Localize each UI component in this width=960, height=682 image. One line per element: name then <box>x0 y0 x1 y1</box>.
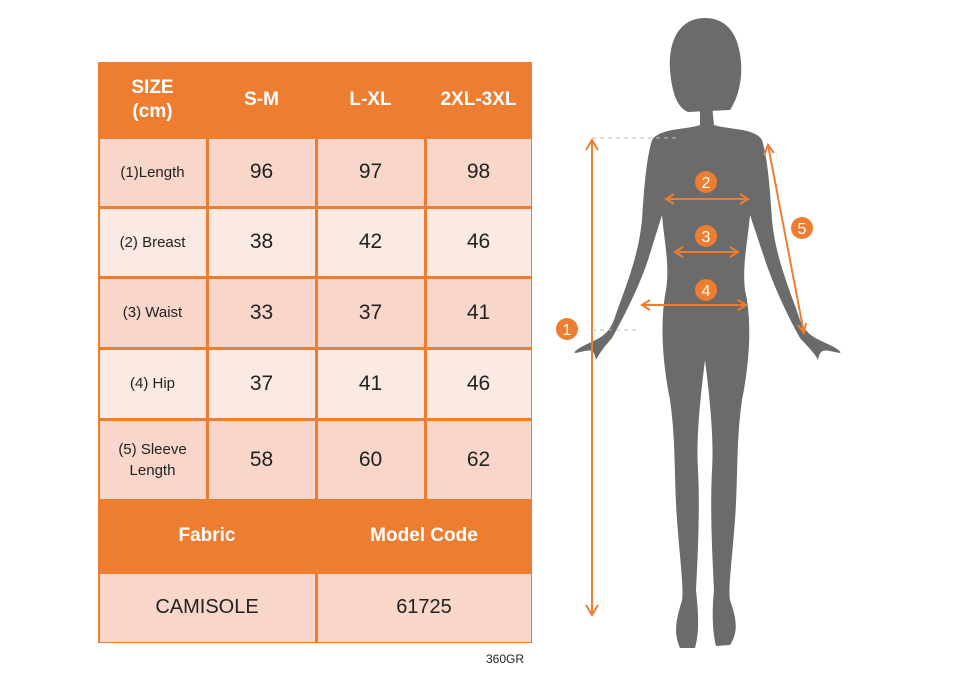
header-cell: L-XL <box>318 64 424 136</box>
value-cell-text: 60 <box>358 447 383 471</box>
value-cell-text: 37 <box>358 300 383 324</box>
measure-markers: 1 2 3 4 5 <box>556 171 813 340</box>
marker-label: 3 <box>702 229 711 246</box>
row-label-text: (3) Waist <box>122 304 183 321</box>
header-cell-text: 2XL-3XL <box>440 88 517 110</box>
model-code-header-text: Model Code <box>370 525 478 546</box>
model-code-value-text: 61725 <box>396 596 452 618</box>
fabric-header-text: Fabric <box>178 525 236 546</box>
size-chart-table: SIZE (cm) S-M L-XL 2XL-3XL (1)Length 96 97 98 (2… <box>98 62 532 643</box>
row-label: (5) Sleeve Length <box>99 420 206 499</box>
value-cell-text: 98 <box>466 160 491 183</box>
header-cell-text: L-XL <box>349 88 392 110</box>
value-cell-text: 37 <box>249 371 274 395</box>
value-cell: 41 <box>426 278 531 347</box>
measure-lines <box>585 137 807 617</box>
value-cell: 37 <box>208 349 315 418</box>
marker-label: 2 <box>702 175 711 192</box>
marker-label: 1 <box>563 322 572 339</box>
marker-2: 2 <box>695 171 717 193</box>
value-cell-text: 97 <box>358 160 383 183</box>
header-cell: 2XL-3XL <box>427 64 531 136</box>
value-cell-text: 46 <box>466 371 491 395</box>
model-code-header: Model Code <box>318 502 531 571</box>
marker-3: 3 <box>695 225 717 247</box>
header-cell: S-M <box>209 64 315 136</box>
value-cell: 58 <box>208 420 315 499</box>
body-measurement-figure: 1 2 3 4 5 <box>556 18 841 648</box>
value-cell: 96 <box>208 138 315 206</box>
row-label: (1)Length <box>99 138 206 206</box>
marker-label: 4 <box>702 283 711 300</box>
value-cell-text: 58 <box>249 447 274 471</box>
silhouette <box>574 18 841 648</box>
row-label: (2) Breast <box>99 208 206 276</box>
value-cell: 37 <box>317 278 424 347</box>
hair <box>669 18 742 112</box>
value-cell: 60 <box>317 420 424 499</box>
value-cell: 38 <box>208 208 315 276</box>
value-cell-text: 42 <box>358 230 383 253</box>
value-cell-text: 62 <box>466 447 491 471</box>
row-label-text: (5) Sleeve Length <box>118 440 187 479</box>
marker-1: 1 <box>556 318 578 340</box>
value-cell-text: 33 <box>249 300 274 324</box>
marker-label: 5 <box>798 221 807 238</box>
header-cell: SIZE (cm) <box>100 64 206 136</box>
product-code: 360GR <box>486 652 525 666</box>
header-cell-text: S-M <box>244 88 279 110</box>
row-label-text: (2) Breast <box>119 233 186 251</box>
row-label: (4) Hip <box>99 349 206 418</box>
sleeve-arrow <box>767 144 805 334</box>
value-cell-text: 96 <box>249 160 274 183</box>
body <box>574 105 841 648</box>
marker-4: 4 <box>695 279 717 301</box>
value-cell: 98 <box>426 138 531 206</box>
value-cell: 46 <box>426 208 531 276</box>
fabric-value: CAMISOLE <box>99 573 315 642</box>
value-cell-text: 41 <box>466 300 491 324</box>
row-label-text: (1)Length <box>120 163 185 181</box>
value-cell: 42 <box>317 208 424 276</box>
row-label: (3) Waist <box>99 278 206 347</box>
value-cell: 46 <box>426 349 531 418</box>
marker-5: 5 <box>791 217 813 239</box>
value-cell-text: 46 <box>466 230 491 253</box>
value-cell: 97 <box>317 138 424 206</box>
value-cell: 62 <box>426 420 531 499</box>
fabric-value-text: CAMISOLE <box>155 596 259 618</box>
value-cell-text: 41 <box>358 371 383 395</box>
value-cell-text: 38 <box>249 230 274 253</box>
fabric-header: Fabric <box>100 502 315 571</box>
value-cell: 41 <box>317 349 424 418</box>
row-label-text: (4) Hip <box>129 375 175 392</box>
model-code-value: 61725 <box>317 573 531 642</box>
value-cell: 33 <box>208 278 315 347</box>
header-cell-text: SIZE (cm) <box>131 76 174 122</box>
